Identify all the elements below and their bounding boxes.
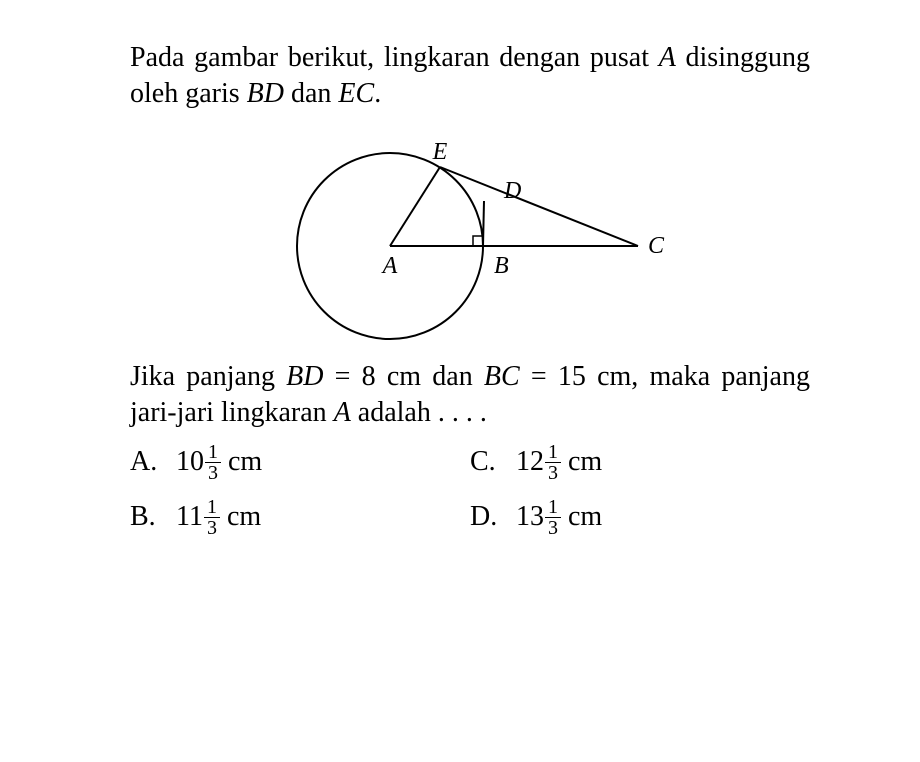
- option-D: D. 13 1 3 cm: [470, 497, 810, 538]
- option-C-letter: C.: [470, 446, 516, 478]
- option-A-unit: cm: [228, 446, 262, 478]
- option-C-whole: 12: [516, 446, 544, 478]
- option-B-value: 11 1 3 cm: [176, 497, 261, 538]
- label-D: D: [503, 178, 521, 204]
- question-text-4: .: [374, 78, 381, 109]
- q2-p7: adalah . . . .: [351, 397, 487, 428]
- option-C-num: 1: [545, 442, 561, 463]
- option-B-letter: B.: [130, 501, 176, 533]
- label-A: A: [381, 253, 398, 279]
- option-D-value: 13 1 3 cm: [516, 497, 602, 538]
- option-A-den: 3: [205, 463, 221, 483]
- option-B-whole: 11: [176, 501, 203, 533]
- option-D-unit: cm: [568, 501, 602, 533]
- option-D-den: 3: [545, 518, 561, 538]
- label-E: E: [432, 139, 448, 165]
- option-B-num: 1: [204, 497, 220, 518]
- label-B: B: [494, 253, 509, 279]
- option-A-whole: 10: [176, 446, 204, 478]
- line-B-D: [483, 201, 484, 246]
- option-D-frac: 1 3: [545, 497, 561, 538]
- var-EC: EC: [338, 78, 374, 109]
- right-angle-marker: [473, 236, 483, 246]
- question-line2: Jika panjang BD = 8 cm dan BC = 15 cm, m…: [130, 359, 810, 432]
- q2-BC: BC: [484, 361, 520, 392]
- var-BD: BD: [247, 78, 284, 109]
- question-text-1: Pada gambar berikut, lingkaran dengan pu…: [130, 42, 659, 73]
- geometry-figure: E D A B C: [270, 121, 670, 351]
- option-C-unit: cm: [568, 446, 602, 478]
- q2-p1: Jika panjang: [130, 361, 286, 392]
- option-D-num: 1: [545, 497, 561, 518]
- line-A-E: [390, 167, 440, 246]
- option-B: B. 11 1 3 cm: [130, 497, 470, 538]
- line-E-C: [440, 167, 638, 246]
- label-C: C: [648, 233, 665, 259]
- option-C: C. 12 1 3 cm: [470, 442, 810, 483]
- option-A-letter: A.: [130, 446, 176, 478]
- option-D-letter: D.: [470, 501, 516, 533]
- option-C-den: 3: [545, 463, 561, 483]
- option-A-value: 10 1 3 cm: [176, 442, 262, 483]
- q2-A: A: [334, 397, 351, 428]
- q2-BD: BD: [286, 361, 323, 392]
- q2-p3: = 8 cm dan: [323, 361, 483, 392]
- figure-container: E D A B C: [130, 121, 810, 351]
- options-grid: A. 10 1 3 cm C. 12 1 3 cm B. 11 1 3: [130, 442, 810, 538]
- question-text-3: dan: [284, 78, 338, 109]
- option-C-frac: 1 3: [545, 442, 561, 483]
- option-B-frac: 1 3: [204, 497, 220, 538]
- option-A-frac: 1 3: [205, 442, 221, 483]
- option-B-den: 3: [204, 518, 220, 538]
- option-A-num: 1: [205, 442, 221, 463]
- option-D-whole: 13: [516, 501, 544, 533]
- question-line1: Pada gambar berikut, lingkaran dengan pu…: [130, 40, 810, 113]
- option-A: A. 10 1 3 cm: [130, 442, 470, 483]
- option-B-unit: cm: [227, 501, 261, 533]
- var-A: A: [659, 42, 676, 73]
- option-C-value: 12 1 3 cm: [516, 442, 602, 483]
